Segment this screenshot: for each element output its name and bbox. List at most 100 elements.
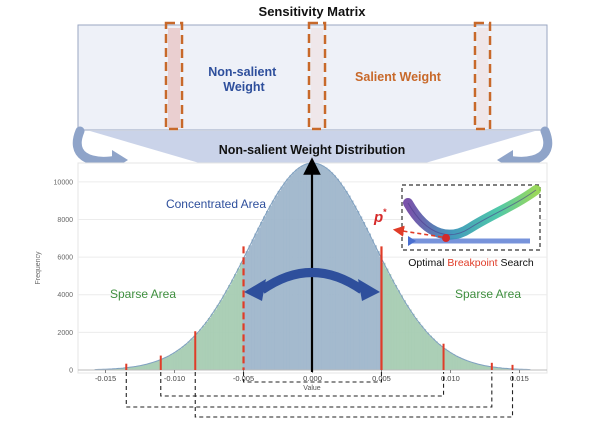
histogram-bar xyxy=(202,325,206,370)
histogram-bar xyxy=(170,354,174,370)
salient-column-right xyxy=(473,21,492,131)
histogram-bar xyxy=(114,368,119,370)
histogram-bar xyxy=(399,295,403,370)
histogram-bar xyxy=(390,279,395,370)
pairing-bracket xyxy=(242,372,383,383)
y-tick-label: 4000 xyxy=(57,292,73,299)
histogram-bar xyxy=(248,245,252,370)
histogram-bar xyxy=(181,346,185,370)
histogram-bar xyxy=(117,368,122,370)
histogram-bar xyxy=(300,165,305,370)
histogram-bar xyxy=(475,363,479,370)
histogram-bar xyxy=(376,251,380,370)
histogram-bar xyxy=(437,343,441,370)
histogram-bar xyxy=(425,332,430,370)
histogram-bar xyxy=(152,362,156,370)
histogram-bar xyxy=(207,317,212,370)
histogram-bar xyxy=(364,227,369,370)
histogram-bar xyxy=(466,361,470,370)
histogram-bar xyxy=(312,163,316,370)
y-axis-label: Frequency xyxy=(35,251,42,285)
histogram-bar xyxy=(367,233,371,370)
x-tick-label: 0.000 xyxy=(303,374,322,383)
histogram-bar xyxy=(486,366,491,370)
histogram-bar xyxy=(120,368,124,370)
histogram-bar xyxy=(143,364,148,370)
sparse-area-right-label: Sparse Area xyxy=(455,287,521,301)
histogram-bar xyxy=(138,365,142,370)
distribution-title: Non-salient Weight Distribution xyxy=(219,143,406,157)
histogram-bar xyxy=(420,325,424,370)
pairing-bracket xyxy=(160,372,445,397)
concentrated-area-label: Concentrated Area xyxy=(166,197,266,211)
histogram-bar xyxy=(495,367,499,370)
histogram-bar xyxy=(388,274,392,370)
histogram-bar xyxy=(321,165,325,370)
histogram-bar xyxy=(481,365,485,370)
histogram-bar xyxy=(431,338,435,370)
sparse-area-left-label: Sparse Area xyxy=(110,287,176,301)
histogram-bar xyxy=(507,368,511,370)
histogram-bar xyxy=(434,341,438,370)
y-tick-label: 8000 xyxy=(57,217,73,224)
x-tick-label: 0.010 xyxy=(441,374,460,383)
optimal-point xyxy=(442,234,450,242)
histogram-bar xyxy=(135,366,139,370)
concentrated-range-arrow xyxy=(244,268,380,301)
histogram-bar xyxy=(164,357,168,370)
histogram-bar xyxy=(501,368,505,370)
histogram-bar xyxy=(196,332,200,370)
pairing-bracket xyxy=(125,372,493,408)
x-tick-label: 0.005 xyxy=(372,374,391,383)
y-axis: 0 2000 4000 6000 8000 10000 xyxy=(54,179,74,374)
breakpoint-pairing-brackets xyxy=(125,372,514,418)
histogram-bar xyxy=(234,274,238,370)
breakpoint-search-caption: Optimal Breakpoint Search xyxy=(408,257,534,269)
histogram-bar xyxy=(417,321,421,370)
histogram-bar xyxy=(175,350,180,370)
histogram-bar xyxy=(411,313,415,370)
histogram-bar xyxy=(405,304,409,370)
histogram-bar xyxy=(440,346,444,370)
histogram-bar xyxy=(204,321,209,370)
histogram-bar xyxy=(454,355,459,370)
histogram-bar xyxy=(111,368,116,370)
histogram-bar xyxy=(254,233,258,370)
histogram-bar xyxy=(184,343,188,370)
histogram-bar xyxy=(483,365,488,370)
histogram-bar xyxy=(210,313,214,370)
histogram-bar xyxy=(449,352,453,370)
histogram-bar xyxy=(478,364,482,370)
pairing-bracket xyxy=(194,372,514,418)
histogram-bar xyxy=(199,329,203,370)
histogram-bar xyxy=(469,362,473,370)
histogram-bar xyxy=(149,362,153,370)
histogram-bar xyxy=(146,363,151,370)
histogram-bar xyxy=(187,341,191,370)
histogram-bar xyxy=(422,329,427,370)
histogram-bar xyxy=(123,367,127,370)
histogram-bar xyxy=(231,279,235,370)
histogram-bar xyxy=(315,163,319,370)
histogram-bar xyxy=(173,352,177,370)
histogram-bar xyxy=(178,348,183,370)
histogram-bar xyxy=(408,309,412,370)
y-tick-label: 10000 xyxy=(54,179,74,186)
x-tick-label: -0.005 xyxy=(233,374,254,383)
histogram-bar xyxy=(414,317,418,370)
histogram-bar xyxy=(402,300,406,370)
histogram-bar xyxy=(109,368,113,370)
histogram-bar xyxy=(446,350,450,370)
histogram-bar xyxy=(216,304,220,370)
y-tick-label: 0 xyxy=(69,368,73,375)
histogram-bar xyxy=(228,285,232,370)
histogram-bar xyxy=(245,251,249,370)
histogram-bar xyxy=(451,354,456,370)
non-salient-weight-label: Non-salient Weight xyxy=(208,65,280,94)
histogram-bar xyxy=(190,338,194,370)
histogram-bar xyxy=(443,348,447,370)
histogram-bar xyxy=(373,245,377,370)
salient-column-left xyxy=(164,21,184,131)
x-axis-label: Value xyxy=(303,385,320,392)
